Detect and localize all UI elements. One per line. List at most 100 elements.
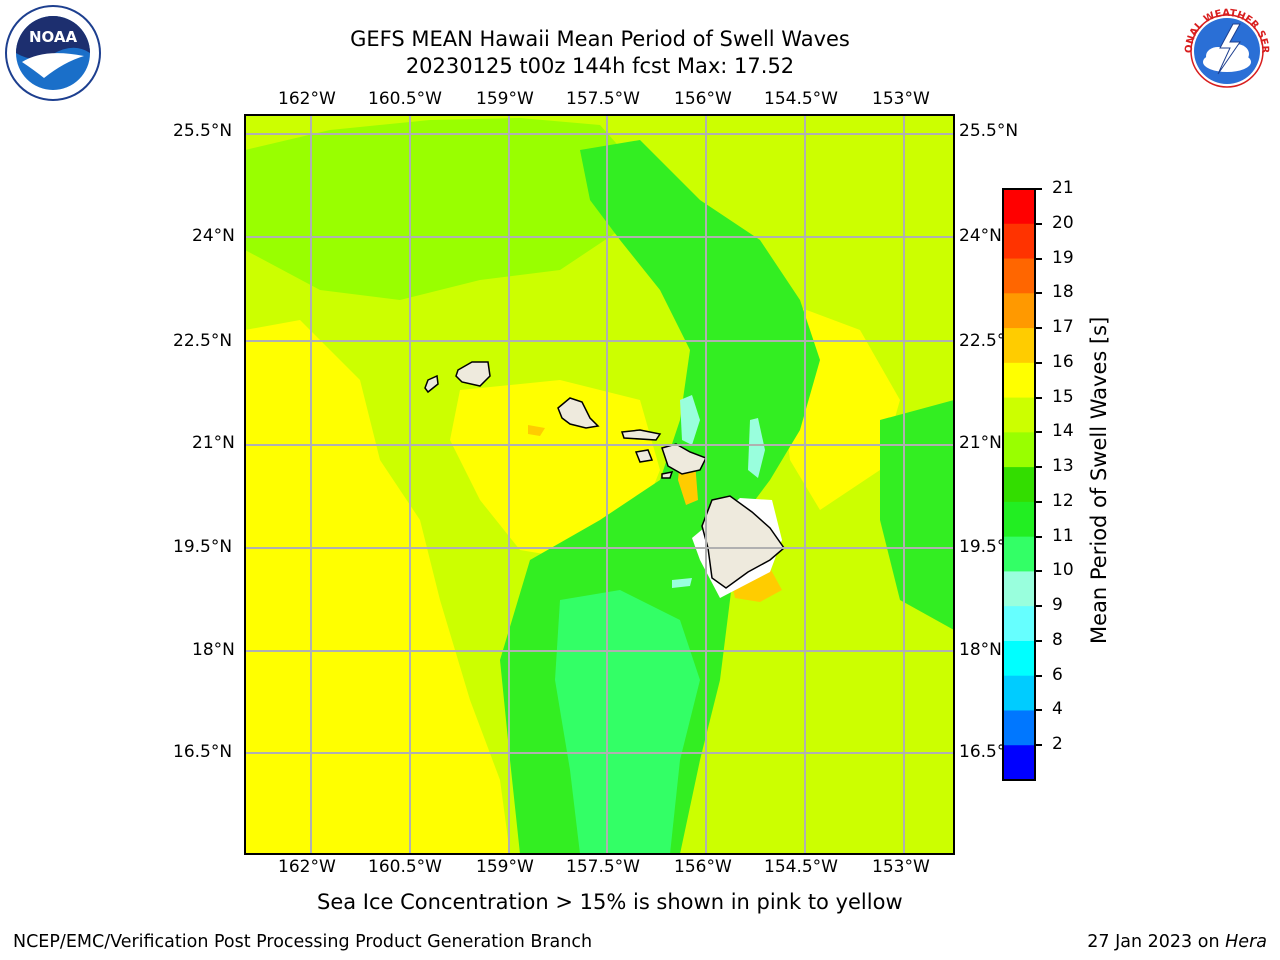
- colorbar-tick-mark: [1035, 709, 1042, 712]
- colorbar-swatch: [1003, 675, 1035, 711]
- colorbar-swatch: [1003, 223, 1035, 260]
- colorbar-tick-label: 15: [1052, 386, 1074, 407]
- lon-label-bottom-160.5: 160.5°W: [368, 857, 442, 877]
- colorbar-tick-mark: [1035, 605, 1042, 608]
- lat-label-left-18: 18°N: [192, 640, 235, 660]
- colorbar-tick-mark: [1035, 570, 1042, 573]
- island-niihau: [424, 374, 439, 394]
- colorbar-tick-label: 8: [1052, 629, 1063, 650]
- field-north-band: [245, 118, 640, 300]
- colorbar-swatch: [1003, 606, 1035, 642]
- colorbar-tick-mark: [1035, 500, 1042, 503]
- lon-label-top-156: 156°W: [674, 89, 732, 109]
- colorbar-tick-mark: [1035, 674, 1042, 677]
- lon-label-bottom-156: 156°W: [674, 857, 732, 877]
- colorbar-tick-label: 18: [1052, 282, 1074, 303]
- colorbar-swatch: [1003, 571, 1035, 607]
- page-subtitle: 20230125 t00z 144h fcst Max: 17.52: [405, 54, 795, 78]
- colorbar-tick-mark: [1035, 222, 1042, 225]
- sea-ice-note: Sea Ice Concentration > 15% is shown in …: [317, 890, 903, 914]
- field-cyan-2: [748, 418, 765, 478]
- lon-label-top-153: 153°W: [872, 89, 930, 109]
- lon-label-bottom-159: 159°W: [476, 857, 534, 877]
- page-title: GEFS MEAN Hawaii Mean Period of Swell Wa…: [350, 27, 850, 51]
- lat-label-right-24: 24°N: [959, 226, 1002, 246]
- lat-label-right-18: 18°N: [959, 640, 1002, 660]
- lon-label-bottom-157.5: 157.5°W: [566, 857, 640, 877]
- field-east-green: [880, 400, 954, 630]
- lat-label-left-21: 21°N: [192, 433, 235, 453]
- colorbar-tick-mark: [1035, 639, 1042, 642]
- colorbar-swatch: [1003, 328, 1035, 364]
- colorbar-tick-mark: [1035, 292, 1042, 295]
- lat-label-left-22.5: 22.5°N: [173, 331, 233, 351]
- colorbar-tick-mark: [1035, 466, 1042, 469]
- lon-label-top-159: 159°W: [476, 89, 534, 109]
- island-oahu: [557, 397, 600, 429]
- colorbar-swatch: [1003, 189, 1035, 225]
- colorbar-tick-mark: [1035, 535, 1042, 538]
- noaa-logo-text: NOAA: [29, 28, 78, 46]
- colorbar-swatch: [1003, 536, 1035, 572]
- colorbar-tick-mark: [1035, 188, 1042, 190]
- colorbar-tick-label: 17: [1052, 317, 1074, 338]
- colorbar-swatch: [1003, 362, 1035, 399]
- footer-date-text: 27 Jan 2023 on: [1087, 932, 1220, 952]
- colorbar-tick-mark: [1035, 257, 1042, 260]
- lon-label-top-157.5: 157.5°W: [566, 89, 640, 109]
- colorbar-tick-label: 14: [1052, 421, 1074, 442]
- colorbar-tick-label: 21: [1052, 178, 1074, 198]
- island-kahoolawe: [661, 471, 674, 479]
- lon-label-top-162: 162°W: [278, 89, 336, 109]
- field-cyan-1: [680, 395, 700, 445]
- island-lanai: [634, 449, 654, 463]
- field-orange-3: [528, 425, 545, 436]
- colorbar-swatch: [1003, 640, 1035, 677]
- colorbar-swatch: [1003, 501, 1035, 538]
- lat-label-left-16.5: 16.5°N: [173, 742, 233, 762]
- colorbar-swatches: [1002, 188, 1036, 781]
- colorbar-swatch: [1003, 710, 1035, 746]
- field-aqua-core: [555, 590, 700, 854]
- colorbar-swatch: [1003, 293, 1035, 329]
- colorbar-tick-mark: [1035, 744, 1042, 747]
- field-northeast-band: [700, 115, 954, 330]
- colorbar-tick-mark: [1035, 361, 1042, 364]
- lat-label-right-25.5: 25.5°N: [959, 121, 1019, 141]
- lon-label-bottom-154.5: 154.5°W: [764, 857, 838, 877]
- island-kauai: [455, 361, 491, 387]
- lon-label-bottom-153: 153°W: [872, 857, 930, 877]
- colorbar-tick-label: 10: [1052, 560, 1074, 581]
- colorbar-tick-label: 11: [1052, 525, 1074, 546]
- lon-label-top-154.5: 154.5°W: [764, 89, 838, 109]
- nws-logo: NATIONAL WEATHER SERVICE: [1174, 0, 1276, 100]
- footer-date: 27 Jan 2023 on Hera: [1087, 932, 1267, 952]
- footer-credit: NCEP/EMC/Verification Post Processing Pr…: [13, 932, 593, 952]
- colorbar-swatch: [1003, 745, 1035, 781]
- lat-label-left-25.5: 25.5°N: [173, 121, 233, 141]
- colorbar-tick-mark: [1035, 431, 1042, 434]
- colorbar-tick-label: 20: [1052, 212, 1074, 233]
- colorbar-label: Mean Period of Swell Waves [s]: [1087, 316, 1111, 644]
- lat-label-left-24: 24°N: [192, 226, 235, 246]
- lon-label-top-160.5: 160.5°W: [368, 89, 442, 109]
- colorbar-tick-label: 9: [1052, 595, 1063, 616]
- colorbar-tick-mark: [1035, 396, 1042, 399]
- colorbar-frame: [1002, 188, 1036, 781]
- lat-label-left-19.5: 19.5°N: [173, 537, 233, 557]
- field-yellow-se: [800, 600, 954, 854]
- colorbar-tick-label: 4: [1052, 699, 1063, 720]
- colorbar-swatch: [1003, 397, 1035, 433]
- colorbar-tick-mark: [1035, 327, 1042, 330]
- lat-label-right-21: 21°N: [959, 433, 1002, 453]
- colorbar-tick-label: 2: [1052, 734, 1063, 755]
- colorbar-tick-label: 12: [1052, 490, 1074, 511]
- colorbar-tick-label: 19: [1052, 247, 1074, 268]
- colorbar-tick-label: 13: [1052, 456, 1074, 477]
- graticule: [245, 115, 954, 854]
- colorbar-tick-label: 16: [1052, 351, 1074, 372]
- colorbar-tick-label: 6: [1052, 664, 1063, 685]
- footer-machine: Hera: [1225, 932, 1267, 952]
- lon-label-bottom-162: 162°W: [278, 857, 336, 877]
